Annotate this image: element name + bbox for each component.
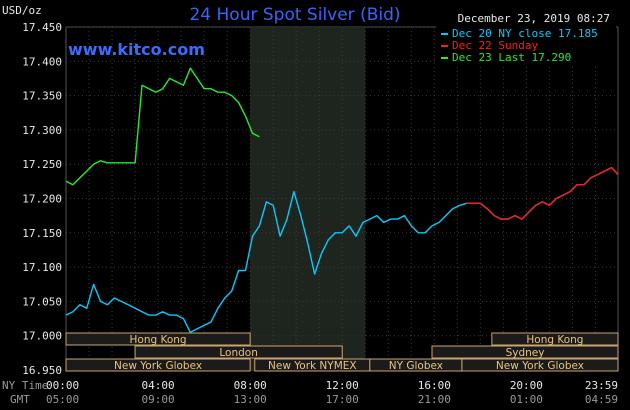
- series-lines: [65, 67, 619, 333]
- y-tick-label: 17.050: [22, 295, 62, 308]
- market-band: Hong Kong: [491, 332, 619, 346]
- y-tick-label: 17.400: [22, 55, 62, 68]
- y-axis-ticks: 17.450 17.400 17.350 17.300 17.250 17.200 17.1…: [22, 21, 62, 377]
- x-axis-ticks: 00:00 04:00 08:00 12:00 16:00 20:00 23:59 05:00…: [46, 379, 618, 406]
- x-tick-label-gmt: 01:00: [510, 393, 543, 406]
- series-line-3: [65, 67, 260, 186]
- market-band: London: [134, 345, 343, 359]
- x-tick-label-gmt: 05:00: [46, 393, 79, 406]
- x-tick-label-gmt: 09:00: [142, 393, 175, 406]
- legend-entry: Dec 20 NY close 17.185: [452, 27, 598, 40]
- x-tick-label-gmt: 13:00: [234, 393, 267, 406]
- x-tick-label-ny: 23:59: [585, 379, 618, 392]
- x-tick-label-ny: 20:00: [510, 379, 543, 392]
- market-band-box: [431, 345, 619, 359]
- market-band-box: [65, 332, 251, 346]
- y-tick-label: 17.350: [22, 90, 62, 103]
- market-band-label: New York NYMEX: [268, 360, 357, 372]
- market-band-label: New York Globex: [114, 360, 202, 372]
- market-band-label: Hong Kong: [526, 334, 583, 346]
- x-tick-label-ny: 04:00: [142, 379, 175, 392]
- brand-label: www.kitco.com: [68, 40, 205, 59]
- gmt-row-label: GMT: [10, 393, 30, 406]
- y-tick-label: 17.250: [22, 158, 62, 171]
- y-tick-label: 17.000: [22, 330, 62, 343]
- market-band-box: [65, 358, 251, 372]
- x-tick-label-gmt: 17:00: [326, 393, 359, 406]
- legend-entry: Dec 23 Last 17.290: [452, 51, 571, 64]
- market-band: New York Globex: [65, 358, 251, 372]
- y-tick-label: 17.300: [22, 124, 62, 137]
- timestamp: December 23, 2019 08:27: [458, 12, 610, 25]
- x-tick-label-ny: 12:00: [326, 379, 359, 392]
- market-band-label: New York Globex: [496, 360, 584, 372]
- market-hour-bands: Hong Kong London New York Globex New York N…: [65, 332, 619, 372]
- shaded-session-region: [250, 27, 366, 370]
- market-band-label: London: [219, 347, 258, 359]
- market-band-label: Hong Kong: [130, 334, 187, 346]
- x-tick-label-gmt: 04:59: [585, 393, 618, 406]
- market-band-label: Sydney: [506, 347, 545, 359]
- ny-time-row-label: NY Time: [2, 379, 48, 392]
- y-tick-label: 16.950: [22, 364, 62, 377]
- series-line-2: [466, 166, 619, 220]
- y-tick-label: 17.100: [22, 261, 62, 274]
- chart-title: 24 Hour Spot Silver (Bid): [189, 5, 400, 25]
- market-band-label: NY Globex: [389, 360, 443, 372]
- y-unit-label: USD/oz: [2, 4, 42, 17]
- x-tick-label-ny: 00:00: [46, 379, 79, 392]
- legend-entry: Dec 22 Sunday: [452, 39, 538, 52]
- x-tick-label-gmt: 21:00: [418, 393, 451, 406]
- market-band: New York Globex: [461, 358, 619, 372]
- market-band: NY Globex: [369, 358, 463, 372]
- market-band-box: [461, 358, 619, 372]
- y-tick-label: 17.200: [22, 193, 62, 206]
- market-band: New York NYMEX: [254, 358, 371, 372]
- market-band-box: [134, 345, 343, 359]
- x-tick-label-ny: 16:00: [418, 379, 451, 392]
- legend-box: [436, 26, 616, 66]
- market-band: Sydney: [431, 345, 619, 359]
- market-band: Hong Kong: [65, 332, 251, 346]
- y-tick-label: 17.150: [22, 227, 62, 240]
- market-band-box: [491, 332, 619, 346]
- y-tick-label: 17.450: [22, 21, 62, 34]
- x-tick-label-ny: 08:00: [234, 379, 267, 392]
